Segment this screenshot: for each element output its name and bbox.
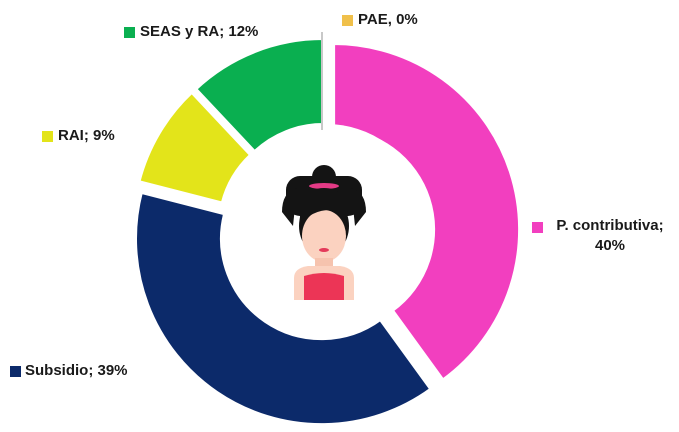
slice xyxy=(134,190,433,427)
data-label: RAI; 9% xyxy=(58,127,115,144)
label-marker xyxy=(532,222,543,233)
data-label: Subsidio; 39% xyxy=(25,362,128,379)
label-marker xyxy=(10,366,21,377)
slice xyxy=(137,90,253,205)
data-label: SEAS y RA; 12% xyxy=(140,23,259,40)
label-marker xyxy=(342,15,353,26)
data-label: PAE, 0% xyxy=(358,11,418,28)
woman-icon xyxy=(282,165,366,300)
data-label: P. contributiva; 40% xyxy=(556,217,664,254)
slice xyxy=(332,42,522,383)
label-marker xyxy=(42,131,53,142)
label-marker xyxy=(124,27,135,38)
